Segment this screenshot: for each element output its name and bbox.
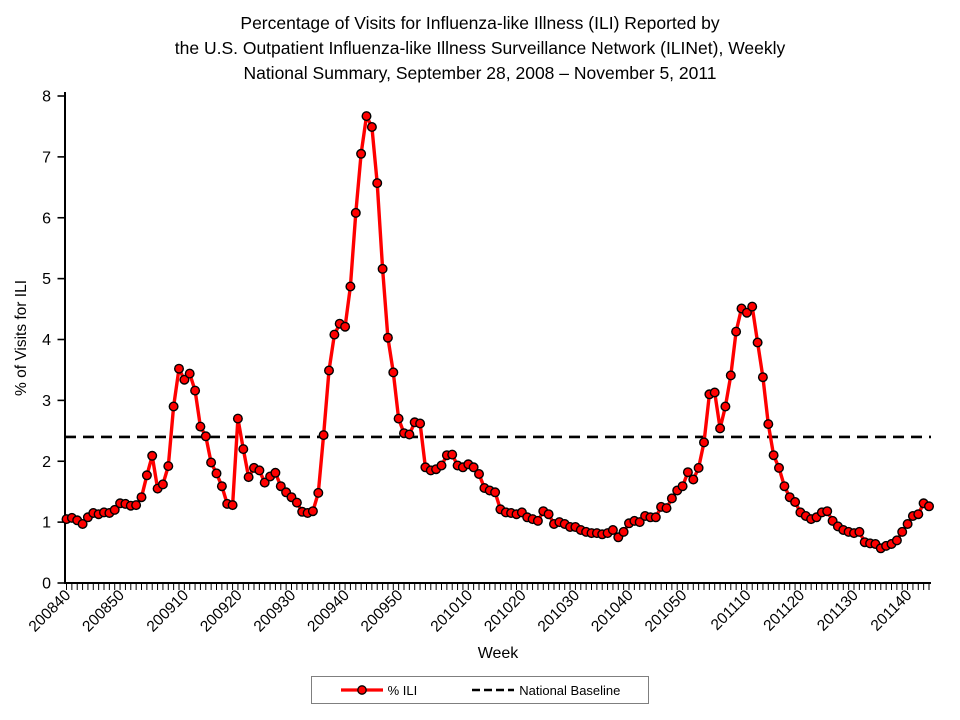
svg-text:8: 8	[42, 89, 51, 106]
svg-text:5: 5	[42, 271, 51, 288]
svg-text:201010: 201010	[428, 587, 477, 636]
svg-text:200910: 200910	[144, 587, 193, 636]
svg-text:1: 1	[42, 515, 51, 532]
svg-text:201120: 201120	[760, 587, 808, 635]
svg-text:2: 2	[42, 454, 51, 471]
ili-series	[61, 111, 935, 554]
svg-text:0: 0	[42, 576, 51, 593]
svg-text:200930: 200930	[251, 587, 300, 636]
svg-text:7: 7	[42, 149, 51, 166]
legend-item-baseline: National Baseline	[471, 683, 620, 698]
chart-title: Percentage of Visits for Influenza-like …	[0, 11, 960, 86]
x-axis-title: Week	[478, 645, 520, 662]
chart-title-line-1: Percentage of Visits for Influenza-like …	[240, 13, 720, 33]
legend-label-ili: % ILI	[387, 682, 418, 698]
y-axis-title: % of Visits for ILI	[13, 280, 30, 396]
svg-text:6: 6	[42, 210, 51, 227]
svg-text:201050: 201050	[642, 587, 691, 636]
chart-title-line-2: the U.S. Outpatient Influenza-like Illne…	[174, 38, 786, 58]
svg-text:201030: 201030	[535, 587, 584, 636]
svg-text:200920: 200920	[197, 587, 246, 636]
ili-line-swatch	[340, 685, 383, 695]
legend-label-baseline: National Baseline	[519, 682, 621, 698]
chart-title-line-3: National Summary, September 28, 2008 – N…	[243, 63, 717, 83]
svg-text:201140: 201140	[868, 587, 916, 635]
svg-text:200850: 200850	[79, 587, 128, 636]
legend-item-ili: % ILI	[340, 682, 418, 698]
svg-text:4: 4	[42, 332, 51, 349]
baseline-line-swatch	[472, 688, 515, 692]
svg-text:200840: 200840	[26, 587, 75, 636]
svg-text:201040: 201040	[588, 587, 637, 636]
legend-box: % ILI National Baseline	[311, 676, 649, 704]
svg-text:201110: 201110	[708, 587, 755, 634]
svg-text:201130: 201130	[814, 587, 862, 635]
svg-text:200940: 200940	[304, 587, 353, 636]
svg-text:200950: 200950	[358, 587, 407, 636]
svg-text:3: 3	[42, 393, 51, 410]
svg-text:201020: 201020	[481, 587, 530, 636]
